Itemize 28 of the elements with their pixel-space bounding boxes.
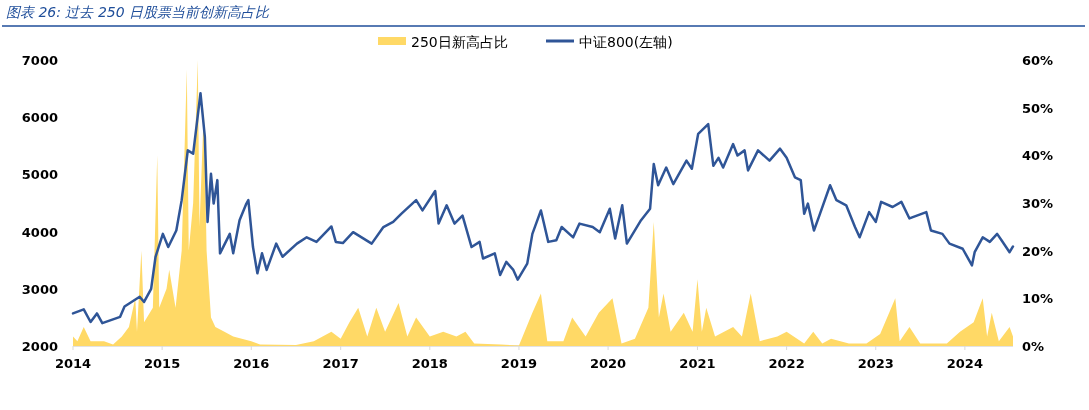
y-tick-label: 2000 xyxy=(21,339,58,354)
x-tick-label: 2017 xyxy=(322,356,359,371)
y2-tick-label: 30% xyxy=(1022,196,1054,211)
line-series xyxy=(71,91,1015,325)
y-tick-label: 3000 xyxy=(21,281,58,297)
y2-tick-label: 50% xyxy=(1022,100,1054,116)
x-tick-label: 2014 xyxy=(54,356,92,371)
x-tick-label: 2018 xyxy=(411,356,448,371)
y2-tick-label: 0% xyxy=(1022,339,1045,354)
chart-title: 图表 26: 过去 250 日股票当前创新高占比 xyxy=(6,4,271,20)
x-tick-label: 2021 xyxy=(679,356,716,371)
y2-tick-label: 10% xyxy=(1022,291,1054,307)
x-tick-label: 2024 xyxy=(946,356,983,371)
y2-tick-label: 40% xyxy=(1022,148,1054,164)
x-tick-label: 2023 xyxy=(857,356,894,371)
x-tick-label: 2022 xyxy=(768,356,805,371)
y-tick-label: 4000 xyxy=(21,224,58,240)
legend-label: 250日新高占比 xyxy=(411,34,508,50)
y-tick-label: 5000 xyxy=(21,167,58,183)
y-tick-label: 7000 xyxy=(21,53,58,68)
y2-tick-label: 20% xyxy=(1022,243,1054,259)
x-tick-label: 2016 xyxy=(233,356,270,371)
legend-label: 中证800(左轴) xyxy=(579,34,673,50)
x-tick-label: 2020 xyxy=(589,356,627,371)
x-tick-label: 2015 xyxy=(144,356,181,371)
y2-tick-label: 60% xyxy=(1022,53,1054,68)
x-tick-label: 2019 xyxy=(500,356,538,371)
y-tick-label: 6000 xyxy=(21,110,58,126)
